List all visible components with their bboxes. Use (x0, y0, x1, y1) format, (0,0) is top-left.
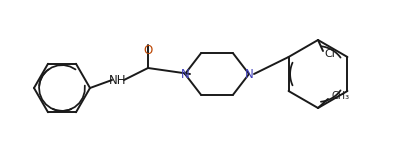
Text: NH: NH (109, 73, 127, 87)
Text: Cl: Cl (324, 49, 335, 59)
Text: N: N (245, 67, 253, 80)
Text: N: N (180, 67, 190, 80)
Text: O: O (143, 45, 152, 58)
Text: CH₃: CH₃ (332, 91, 350, 101)
